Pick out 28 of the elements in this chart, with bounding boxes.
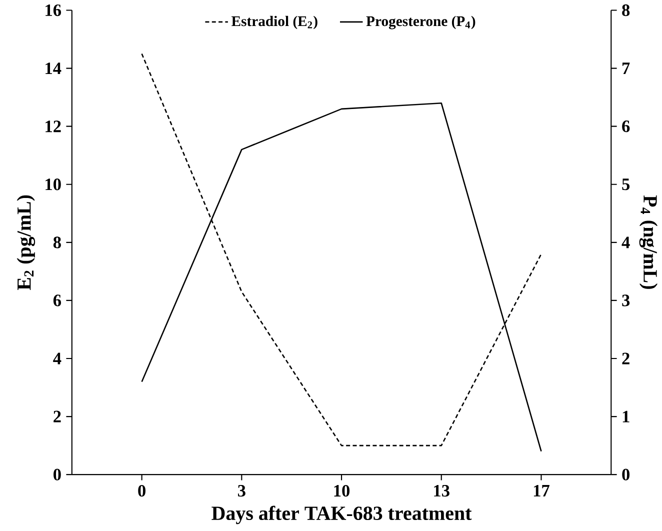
y-tick-label: 4 — [53, 353, 62, 364]
y2-axis-title: P$_{4}$ (ng/mL) — [639, 196, 658, 290]
x-tick-label: 13 — [434, 485, 450, 497]
y-tick-label: 12 — [46, 120, 61, 132]
legend-label: Progesterone (P$_{4}$) — [366, 16, 476, 30]
y-tick-label: 14 — [46, 62, 62, 74]
x-tick-label: 10 — [334, 485, 350, 497]
y2-tick-label: 7 — [622, 62, 630, 74]
y2-tick-label: 2 — [622, 353, 630, 364]
y-tick-label: 16 — [46, 4, 62, 16]
y2-tick-label: 6 — [622, 120, 630, 132]
y2-tick-label: 8 — [622, 4, 630, 16]
x-tick-label: 17 — [534, 485, 550, 497]
y-tick-label: 2 — [54, 411, 61, 423]
y-tick-label: 10 — [46, 178, 61, 190]
y2-tick-label: 3 — [622, 294, 630, 307]
y2-tick-label: 0 — [622, 468, 630, 481]
y-tick-label: 6 — [53, 294, 62, 307]
y2-tick-label: 5 — [622, 178, 630, 190]
y-axis-title: E$_{2}$ (pg/mL) — [16, 196, 36, 290]
y-tick-label: 0 — [54, 468, 61, 481]
legend-label: Estradiol (E$_{2}$) — [232, 16, 318, 30]
y-tick-label: 8 — [53, 236, 61, 249]
y2-tick-label: 4 — [622, 236, 630, 248]
x-tick-label: 0 — [138, 485, 146, 497]
x-tick-label: 3 — [238, 485, 246, 497]
x-axis-title: Days after TAK-683 treatment — [212, 506, 472, 524]
y2-tick-label: 1 — [622, 411, 630, 423]
